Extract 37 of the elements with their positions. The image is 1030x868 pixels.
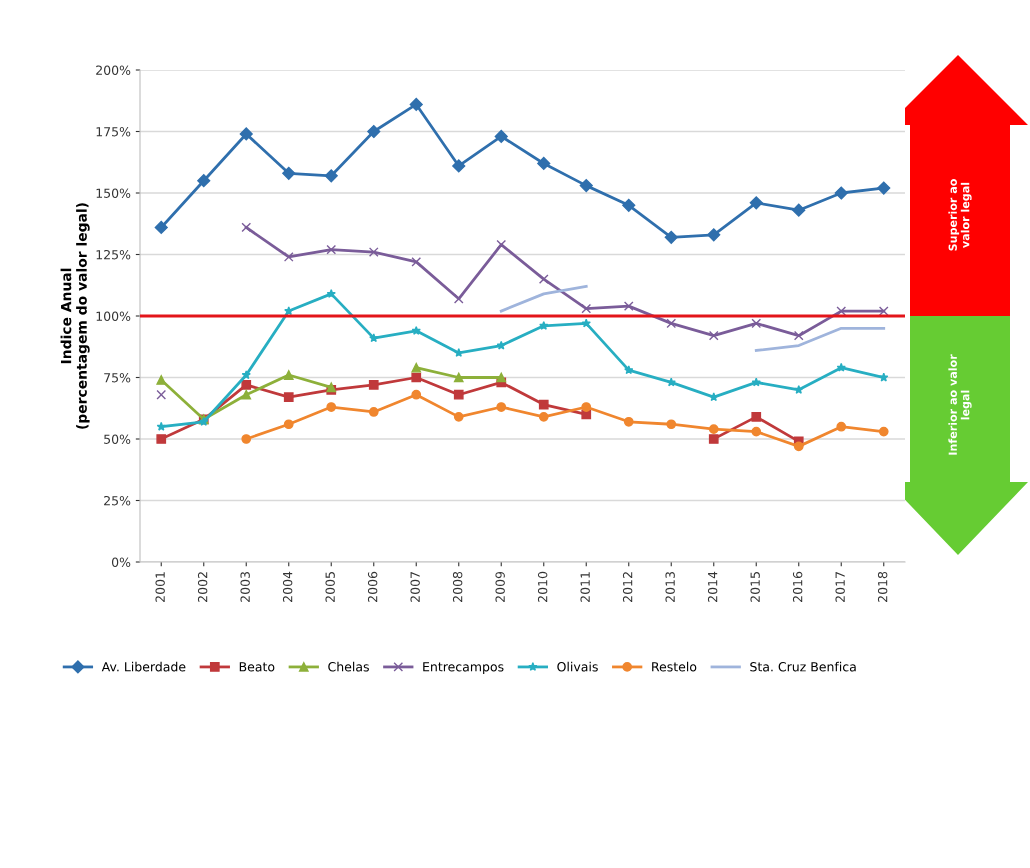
x-tick-label: 2017	[835, 572, 845, 602]
x-tick-label: 2007	[410, 572, 420, 602]
y-tick-label: 200%	[96, 65, 131, 75]
legend-label: Restelo	[652, 661, 697, 672]
y-tick-label: 100%	[96, 311, 131, 321]
x-tick-label: 2002	[197, 572, 208, 602]
y-tick-label: 125%	[96, 249, 131, 260]
legend-label: Chelas	[328, 661, 369, 672]
x-tick-label: 2008	[452, 571, 463, 602]
x-tick-label: 2015	[750, 572, 760, 602]
x-tick-label: 2003	[240, 572, 250, 602]
x-tick-label: 2006	[367, 571, 378, 602]
y-tick-label: 50%	[104, 434, 131, 444]
text: Inferior ao valor legal	[948, 354, 972, 455]
x-tick-label: 2010	[537, 571, 548, 602]
text: Superior ao valor legal	[948, 179, 972, 251]
y-tick-label: 0%	[111, 557, 131, 567]
legend-label: Entrecampos	[423, 662, 504, 674]
x-tick-label: 2004	[282, 571, 293, 602]
x-tick-label: 2014	[707, 571, 718, 602]
y-tick-label: 75%	[104, 372, 131, 383]
x-tick-label: 2013	[665, 572, 675, 602]
y-axis-title: Indice Anual (percentagem do valor legal)	[60, 203, 90, 429]
y-tick-label: 150%	[96, 188, 131, 198]
x-tick-label: 2001	[155, 572, 165, 602]
legend-label: Olivais	[557, 661, 598, 672]
x-tick-label: 2012	[622, 572, 633, 602]
legend-label: Av. Liberdade	[101, 661, 186, 672]
legend-label: Beato	[239, 662, 275, 672]
x-tick-label: 2009	[495, 571, 505, 602]
x-tick-label: 2011	[580, 572, 590, 602]
x-tick-label: 2016	[792, 571, 803, 602]
legend-label: Sta. Cruz Benfica	[750, 661, 856, 672]
y-tick-label: 175%	[96, 126, 131, 137]
x-tick-label: 2005	[325, 572, 335, 602]
y-tick-label: 25%	[104, 495, 131, 506]
x-tick-label: 2018	[877, 571, 888, 602]
